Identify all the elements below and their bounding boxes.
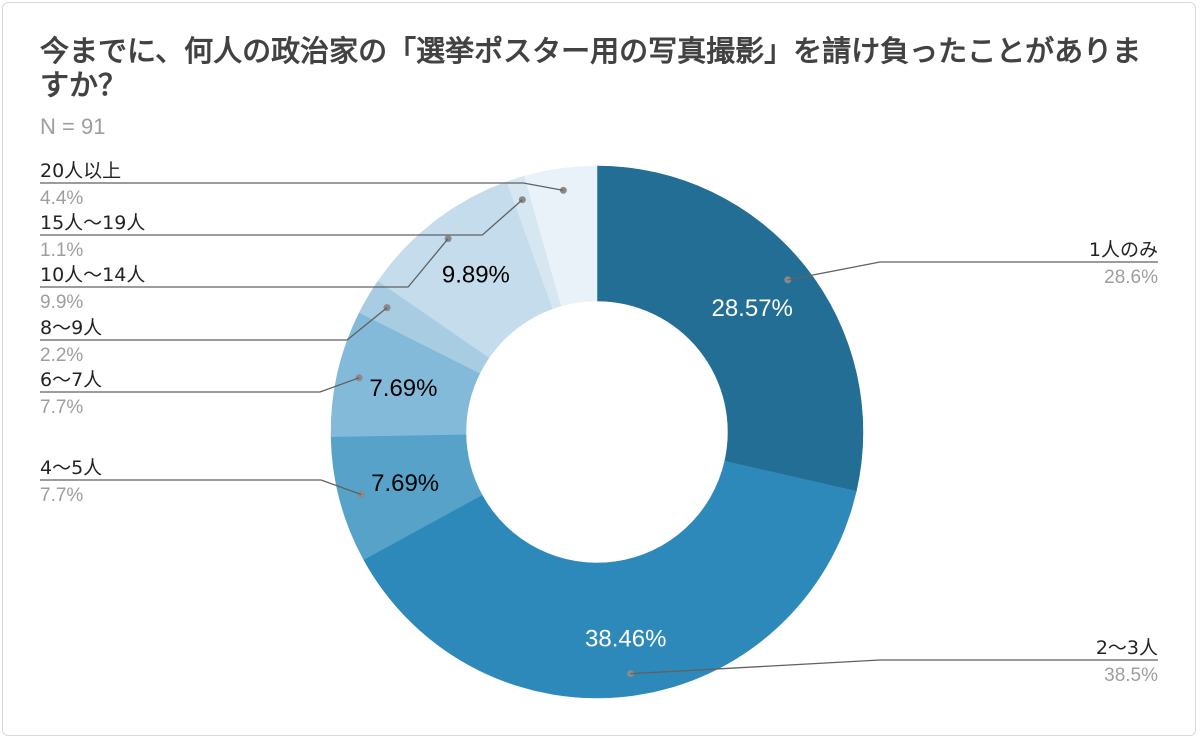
slice-label-4: 7.69% — [369, 375, 437, 402]
legend-pct-1: 28.6% — [1104, 267, 1158, 288]
legend-pct-2: 38.5% — [1104, 665, 1158, 686]
leader-line-1 — [787, 261, 1158, 281]
chart-title: 今までに、何人の政治家の「選挙ポスター用の写真撮影」を請け負ったことがありますか… — [40, 34, 1142, 102]
leader-line-8 — [40, 182, 564, 191]
leader-line-7 — [40, 199, 523, 236]
leader-line-5 — [40, 307, 388, 341]
legend-name-8: 20人以上 — [40, 160, 121, 182]
slice-label-3: 7.69% — [371, 470, 439, 497]
legend-pct-5: 2.2% — [40, 345, 83, 366]
slice-label-6: 9.89% — [442, 262, 510, 289]
leader-line-6 — [40, 238, 449, 288]
leader-line-2 — [630, 659, 1158, 675]
slice-label-2: 38.46% — [585, 626, 666, 653]
leader-line-4 — [40, 377, 360, 393]
legend-name-1: 1人のみ — [1089, 239, 1158, 261]
slice-1 — [596, 165, 864, 492]
legend-pct-8: 4.4% — [40, 188, 83, 209]
legend-name-3: 4〜5人 — [40, 457, 102, 479]
legend-name-6: 10人〜14人 — [40, 264, 145, 286]
slice-8 — [524, 165, 598, 307]
slice-label-1: 28.57% — [711, 295, 792, 322]
legend-pct-6: 9.9% — [40, 292, 83, 313]
legend-name-7: 15人〜19人 — [40, 212, 145, 234]
legend-name-5: 8〜9人 — [40, 317, 102, 339]
leader-line-3 — [40, 479, 362, 496]
legend-pct-3: 7.7% — [40, 485, 83, 506]
chart-subtitle: N = 91 — [40, 114, 106, 139]
legend-name-2: 2〜3人 — [1096, 637, 1158, 659]
slice-2 — [363, 460, 857, 699]
legend-pct-7: 1.1% — [40, 240, 83, 261]
legend-name-4: 6〜7人 — [40, 369, 102, 391]
legend-pct-4: 7.7% — [40, 397, 83, 418]
